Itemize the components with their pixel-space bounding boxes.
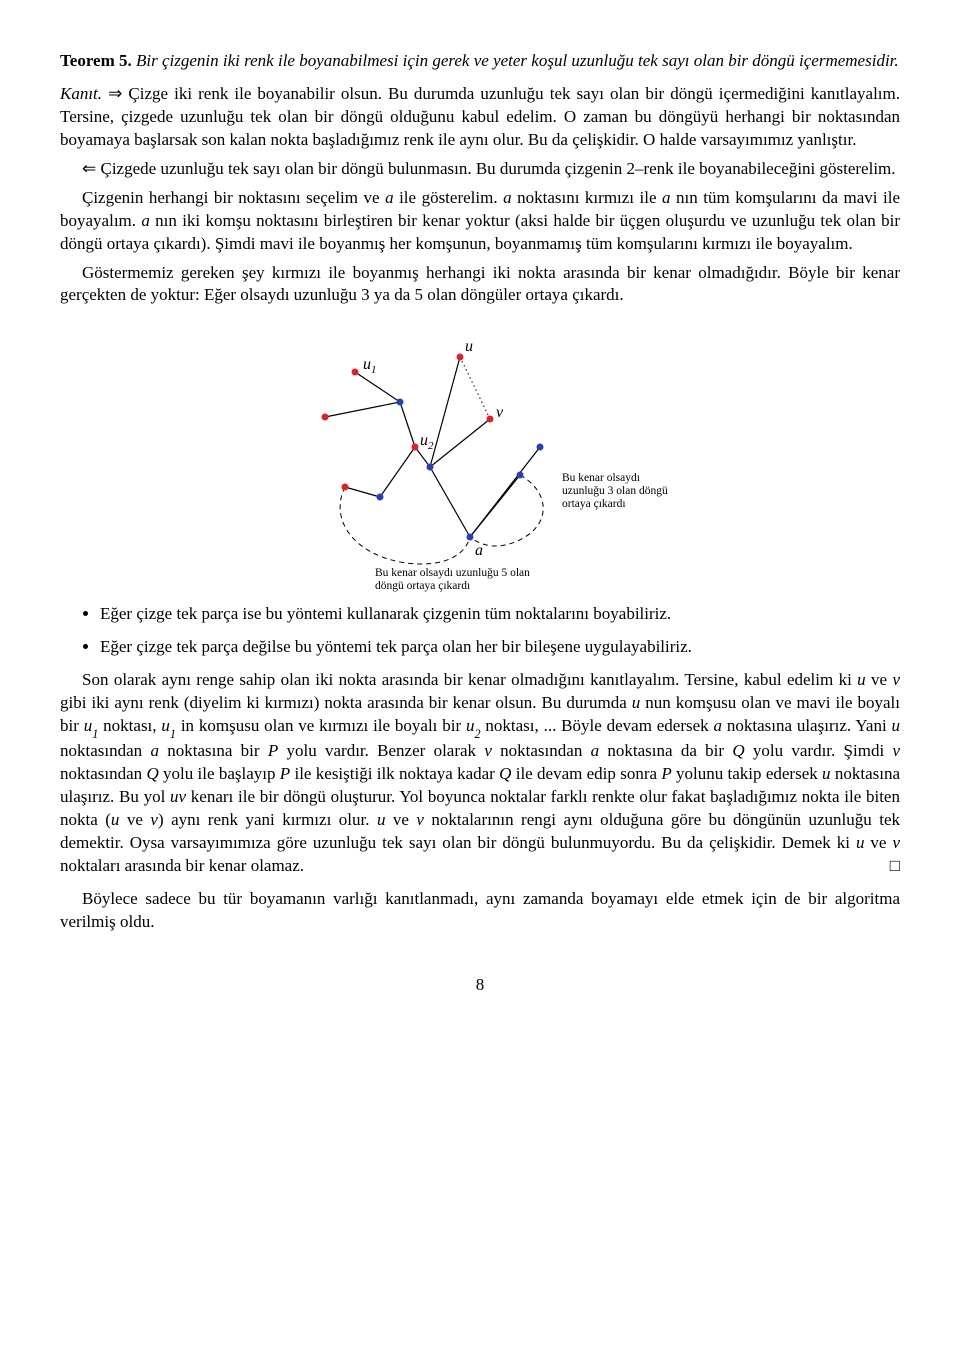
proof-p1: Kanıt. ⇒ Çizge iki renk ile boyanabilir … [60,83,900,152]
svg-text:u2: u2 [420,432,434,452]
svg-text:u: u [465,338,473,355]
final-paragraph: Son olarak aynı renge sahip olan iki nok… [60,669,900,877]
diagram: uvau1u2Bu kenar olsaydı uzunluğu 3 olan … [60,317,900,597]
bullet-list: Eğer çizge tek parça ise bu yöntemi kull… [60,603,900,659]
qed-box: □ [868,855,900,878]
theorem: Teorem 5. Bir çizgenin iki renk ile boya… [60,50,900,73]
theorem-statement: Bir çizgenin iki renk ile boyanabilmesi … [136,51,899,70]
page-number: 8 [60,974,900,997]
proof-p3: Çizgenin herhangi bir noktasını seçelim … [60,187,900,256]
proof-p4: Göstermemiz gereken şey kırmızı ile boya… [60,262,900,308]
proof-p2: ⇐ Çizgede uzunluğu tek sayı olan bir dön… [60,158,900,181]
bullet-2: Eğer çizge tek parça değilse bu yöntemi … [100,636,900,659]
diagram-svg: uvau1u2Bu kenar olsaydı uzunluğu 3 olan … [270,317,690,597]
proof-label: Kanıt. [60,84,102,103]
svg-text:a: a [475,542,483,559]
proof-p1-text: ⇒ Çizge iki renk ile boyanabilir olsun. … [60,84,900,149]
bullet-1: Eğer çizge tek parça ise bu yöntemi kull… [100,603,900,626]
closing: Böylece sadece bu tür boyamanın varlığı … [60,888,900,934]
theorem-label: Teorem 5. [60,51,132,70]
svg-text:v: v [496,404,504,421]
svg-text:u1: u1 [363,356,377,376]
